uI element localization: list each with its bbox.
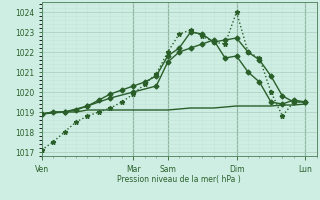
X-axis label: Pression niveau de la mer( hPa ): Pression niveau de la mer( hPa ) — [117, 175, 241, 184]
